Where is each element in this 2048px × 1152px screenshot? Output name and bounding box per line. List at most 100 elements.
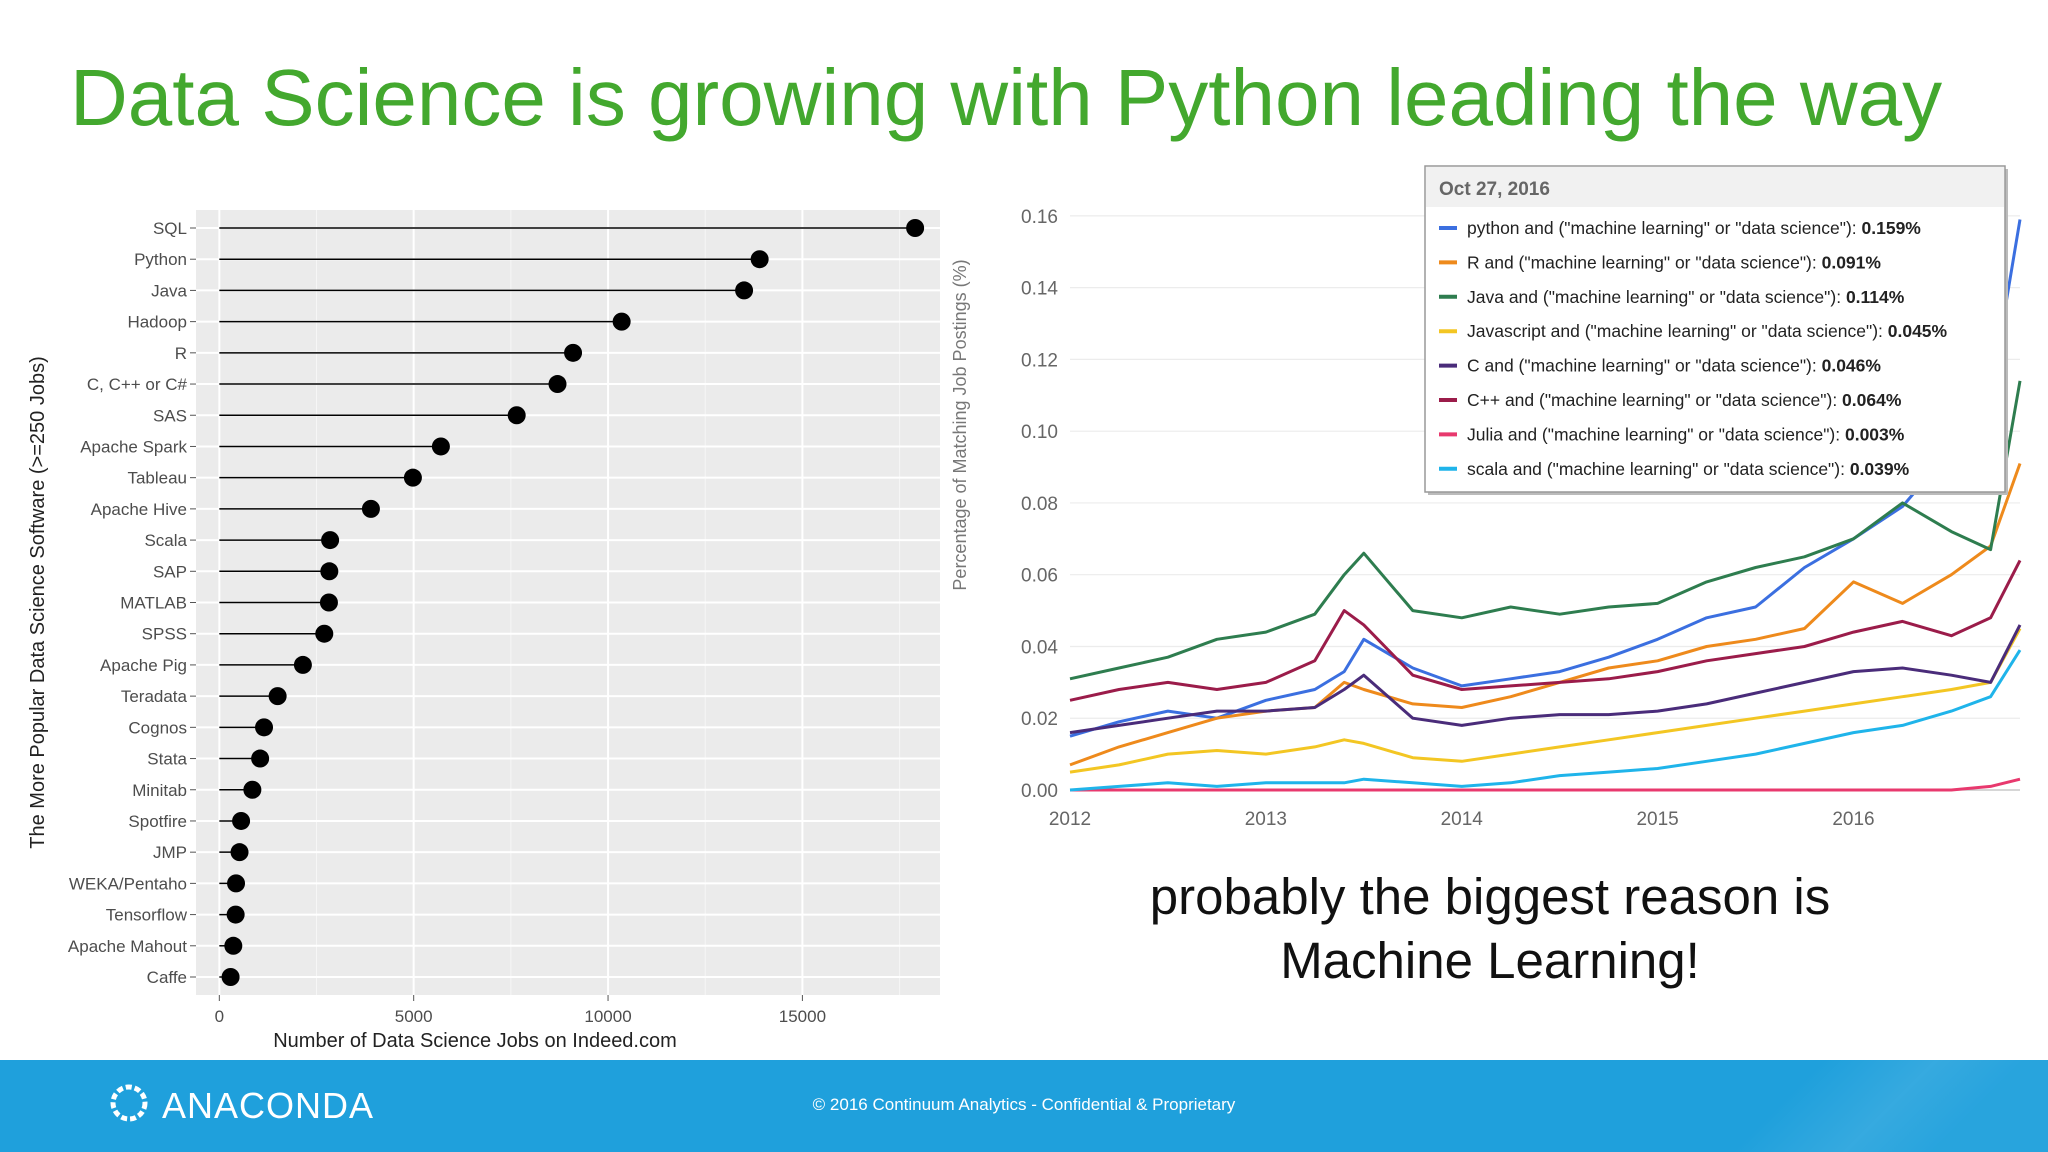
trend-line-chart: 0.00 0.02 0.04 0.06 0.08 0.10 0.12 0.14 0.16 2012… — [950, 165, 2022, 830]
caption-line-1: probably the biggest reason is — [1149, 868, 1831, 925]
lollipop-point — [403, 468, 422, 487]
y-tick-label: Scala — [144, 531, 187, 550]
lollipop-point — [243, 780, 262, 799]
lollipop-point — [230, 843, 249, 862]
legend-series-name: Julia and ("machine learning" or "data s… — [1467, 424, 1845, 444]
lollipop-point — [226, 905, 245, 924]
tooltip-box — [1424, 165, 2006, 493]
legend-series-value: 0.046% — [1822, 356, 1882, 376]
legend-series-value: 0.114% — [1846, 287, 1905, 307]
lollipop-point — [315, 624, 334, 643]
legend-entry: scala and ("machine learning" or "data s… — [1467, 459, 1910, 479]
legend-series-name: Java and ("machine learning" or "data sc… — [1467, 287, 1846, 307]
y-tick-label: 0.00 — [1021, 781, 1058, 802]
x-tick-label: 2015 — [1636, 809, 1678, 830]
legend-series-value: 0.159% — [1862, 218, 1922, 238]
legend-series-name: Javascript and ("machine learning" or "d… — [1467, 321, 1888, 341]
lollipop-point — [320, 562, 339, 581]
lollipop-point — [221, 968, 240, 986]
y-tick-label: 0.06 — [1021, 566, 1058, 587]
y-tick-label: 0.10 — [1021, 422, 1058, 443]
anaconda-ring-icon — [106, 1080, 152, 1131]
x-tick-label: 2013 — [1245, 809, 1287, 830]
series-line — [1069, 559, 2022, 702]
y-tick-label: Tableau — [127, 469, 187, 488]
lollipop-point — [906, 219, 925, 237]
legend-series-name: R and ("machine learning" or "data scien… — [1467, 252, 1822, 272]
legend-series-value: 0.039% — [1850, 459, 1910, 479]
y-tick-label: Apache Hive — [91, 500, 187, 519]
y-tick-label: Teradata — [121, 687, 188, 706]
lollipop-point — [548, 375, 567, 394]
slide-title: Data Science is growing with Python lead… — [70, 53, 1943, 142]
lollipop-point — [564, 343, 583, 362]
y-tick-label: Cognos — [128, 718, 187, 737]
y-tick-label: 0.12 — [1021, 350, 1058, 371]
x-tick-label: 15000 — [779, 1007, 826, 1026]
x-axis-title: Number of Data Science Jobs on Indeed.co… — [273, 1030, 677, 1052]
y-tick-label: Caffe — [147, 968, 187, 987]
slide-caption: probably the biggest reason is Machine L… — [1100, 865, 1880, 993]
lollipop-point — [255, 718, 274, 737]
y-tick-label: C, C++ or C# — [87, 375, 188, 394]
y-tick-label: Minitab — [132, 781, 187, 800]
tooltip-header — [1426, 167, 2004, 207]
lollipop-point — [361, 499, 380, 518]
lollipop-point — [268, 687, 287, 706]
y-tick-label: Hadoop — [127, 313, 187, 332]
footer-decoration — [1688, 1060, 2048, 1152]
y-tick-label: Apache Spark — [80, 437, 187, 456]
legend-entry: R and ("machine learning" or "data scien… — [1467, 252, 1881, 272]
y-tick-label: 0.08 — [1021, 494, 1058, 515]
brand-name: ANACONDA — [162, 1084, 375, 1126]
lollipop-point — [224, 936, 243, 955]
legend-series-name: scala and ("machine learning" or "data s… — [1467, 459, 1850, 479]
y-tick-label: SAP — [153, 562, 187, 581]
tooltip-date: Oct 27, 2016 — [1439, 179, 1550, 200]
lollipop-point — [293, 655, 312, 674]
legend-series-name: python and ("machine learning" or "data … — [1467, 218, 1862, 238]
series-line — [1069, 624, 2022, 735]
y-tick-label: R — [175, 344, 187, 363]
lollipop-point — [227, 874, 246, 893]
y-tick-label: WEKA/Pentaho — [69, 874, 187, 893]
y-tick-label: Stata — [147, 750, 187, 769]
legend-entry: C++ and ("machine learning" or "data sci… — [1467, 390, 1902, 410]
copyright-notice: © 2016 Continuum Analytics - Confidentia… — [812, 1095, 1236, 1114]
y-tick-label: 0.16 — [1021, 207, 1058, 228]
legend-series-value: 0.064% — [1842, 390, 1902, 410]
x-tick-label: 2016 — [1832, 809, 1874, 830]
legend-tooltip: Oct 27, 2016 python and ("machine learnin… — [1424, 165, 2008, 495]
x-tick-label: 10000 — [584, 1007, 631, 1026]
y-tick-label: Apache Mahout — [68, 937, 187, 956]
lollipop-point — [735, 281, 754, 300]
series-line — [1069, 627, 2022, 774]
y-tick-label: Apache Pig — [100, 656, 187, 675]
lollipop-point — [321, 531, 340, 550]
caption-line-2: Machine Learning! — [1280, 932, 1700, 989]
legend-entry: Javascript and ("machine learning" or "d… — [1467, 321, 1948, 341]
series-line — [1069, 462, 2022, 767]
x-tick-label: 0 — [215, 1007, 224, 1026]
brand-logo: ANACONDA — [106, 1080, 374, 1131]
lollipop-point — [251, 749, 270, 768]
legend-entry: Julia and ("machine learning" or "data s… — [1467, 424, 1905, 444]
series-line — [1069, 649, 2022, 792]
lollipop-point — [612, 312, 631, 331]
legend-entry: Java and ("machine learning" or "data sc… — [1467, 287, 1905, 307]
lollipop-point — [507, 406, 526, 425]
legend-series-name: C++ and ("machine learning" or "data sci… — [1467, 390, 1842, 410]
legend-entry: python and ("machine learning" or "data … — [1467, 218, 1921, 238]
y-tick-label: 0.02 — [1021, 709, 1058, 730]
lollipop-point — [431, 437, 450, 456]
legend-series-name: C and ("machine learning" or "data scien… — [1467, 356, 1822, 376]
lollipop-point — [232, 811, 251, 830]
legend-entry: C and ("machine learning" or "data scien… — [1467, 356, 1881, 376]
footer-bar: ANACONDA © 2016 Continuum Analytics - Co… — [0, 1060, 2048, 1152]
y-tick-label: Tensorflow — [106, 906, 188, 925]
y-axis-title: Percentage of Matching Job Postings (%) — [950, 259, 970, 590]
y-tick-label: Java — [151, 281, 187, 300]
lollipop-point — [750, 250, 769, 269]
x-tick-label: 5000 — [395, 1007, 433, 1026]
y-tick-label: SAS — [153, 406, 187, 425]
